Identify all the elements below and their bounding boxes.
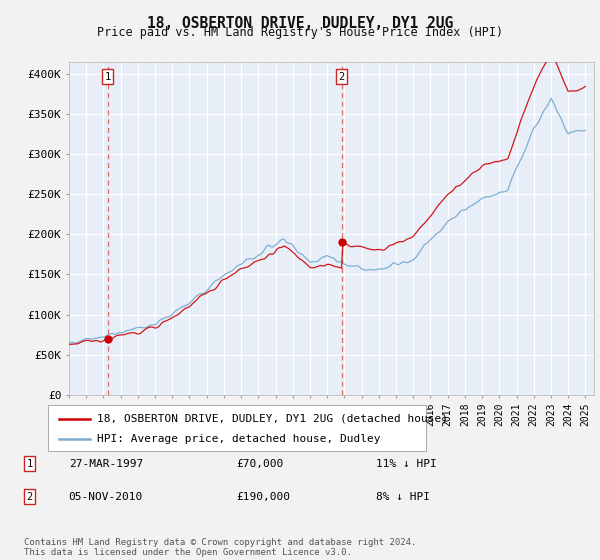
Text: HPI: Average price, detached house, Dudley: HPI: Average price, detached house, Dudl… <box>97 435 380 444</box>
Text: 1: 1 <box>26 459 33 469</box>
Text: £70,000: £70,000 <box>236 459 283 469</box>
Text: 11% ↓ HPI: 11% ↓ HPI <box>376 459 436 469</box>
Text: Price paid vs. HM Land Registry's House Price Index (HPI): Price paid vs. HM Land Registry's House … <box>97 26 503 39</box>
Text: 2: 2 <box>26 492 33 502</box>
Text: 27-MAR-1997: 27-MAR-1997 <box>68 459 143 469</box>
Text: Contains HM Land Registry data © Crown copyright and database right 2024.
This d: Contains HM Land Registry data © Crown c… <box>24 538 416 557</box>
Text: 05-NOV-2010: 05-NOV-2010 <box>68 492 143 502</box>
Text: 2: 2 <box>338 72 345 82</box>
Text: 8% ↓ HPI: 8% ↓ HPI <box>376 492 430 502</box>
Text: 18, OSBERTON DRIVE, DUDLEY, DY1 2UG (detached house): 18, OSBERTON DRIVE, DUDLEY, DY1 2UG (det… <box>97 414 448 424</box>
Text: 1: 1 <box>104 72 110 82</box>
Text: £190,000: £190,000 <box>236 492 290 502</box>
Text: 18, OSBERTON DRIVE, DUDLEY, DY1 2UG: 18, OSBERTON DRIVE, DUDLEY, DY1 2UG <box>147 16 453 31</box>
